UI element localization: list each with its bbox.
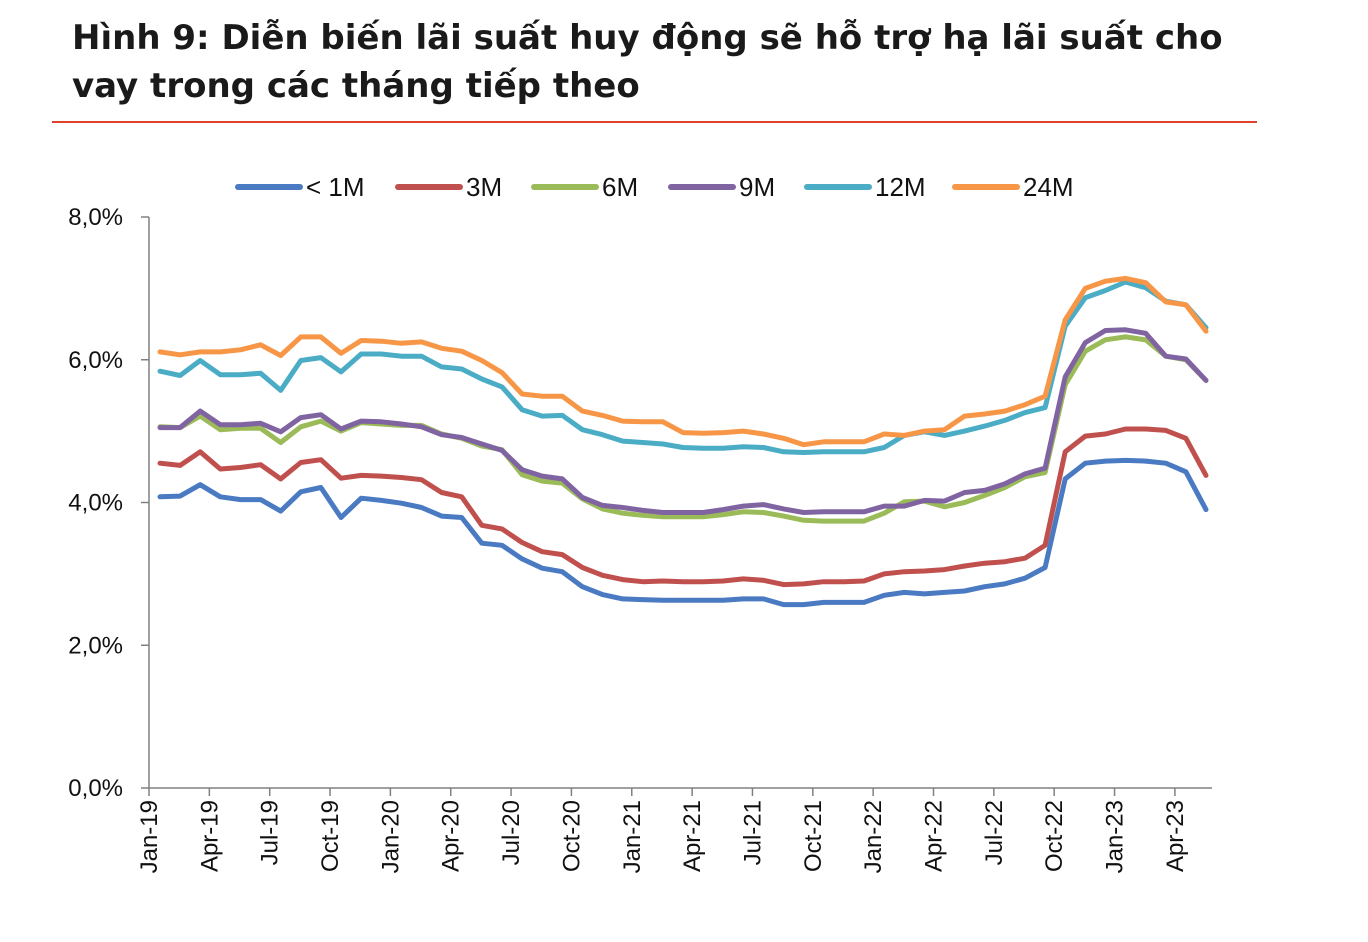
y-tick-label: 2,0% — [68, 632, 123, 659]
y-tick-label: 6,0% — [68, 347, 123, 374]
x-tick-label: Oct-20 — [558, 800, 585, 872]
x-tick-label: Apr-21 — [679, 800, 706, 872]
x-tick-label: Jul-21 — [739, 800, 766, 865]
legend-label: 3M — [466, 172, 502, 202]
legend-label: 24M — [1023, 172, 1074, 202]
y-axis: 0,0% 2,0% 4,0% 6,0% 8,0% — [68, 204, 150, 802]
series-line — [157, 279, 1209, 455]
series-line — [157, 275, 1209, 448]
x-tick-label: Jan-19 — [136, 800, 163, 873]
x-tick-label: Jan-22 — [860, 800, 887, 873]
series-line — [157, 426, 1209, 588]
x-tick-label: Jan-23 — [1102, 800, 1129, 873]
y-tick-label: 0,0% — [68, 775, 123, 802]
title-divider — [52, 121, 1257, 123]
x-tick-label: Oct-22 — [1041, 800, 1068, 872]
legend-label: 9M — [739, 172, 775, 202]
x-tick-label: Apr-22 — [921, 800, 948, 872]
series-line — [157, 327, 1209, 515]
x-tick-label: Apr-20 — [438, 800, 465, 872]
chart-title: Hình 9: Diễn biến lãi suất huy động sẽ h… — [72, 18, 1223, 106]
x-tick-label: Apr-19 — [196, 800, 223, 872]
series-line — [157, 334, 1209, 524]
x-tick-label: Jul-19 — [257, 800, 284, 865]
x-tick-label: Jan-21 — [619, 800, 646, 873]
x-tick-label: Jan-20 — [377, 800, 404, 873]
x-tick-label: Jul-22 — [981, 800, 1008, 865]
x-tick-label: Apr-23 — [1162, 800, 1189, 872]
x-tick-label: Jul-20 — [498, 800, 525, 865]
legend-label: < 1M — [306, 172, 365, 202]
legend-label: 6M — [602, 172, 638, 202]
x-tick-label: Oct-21 — [800, 800, 827, 872]
y-tick-label: 8,0% — [68, 204, 123, 231]
y-tick-label: 4,0% — [68, 490, 123, 517]
legend: < 1M 3M 6M 9M 12M 24M — [235, 172, 1074, 202]
series-lines — [157, 275, 1209, 608]
series-line — [157, 457, 1209, 608]
x-tick-label: Oct-19 — [317, 800, 344, 872]
legend-label: 12M — [875, 172, 926, 202]
x-axis: Jan-19 Apr-19 Jul-19 Oct-19 Jan-20 Apr-20 Jul-… — [136, 787, 1212, 873]
